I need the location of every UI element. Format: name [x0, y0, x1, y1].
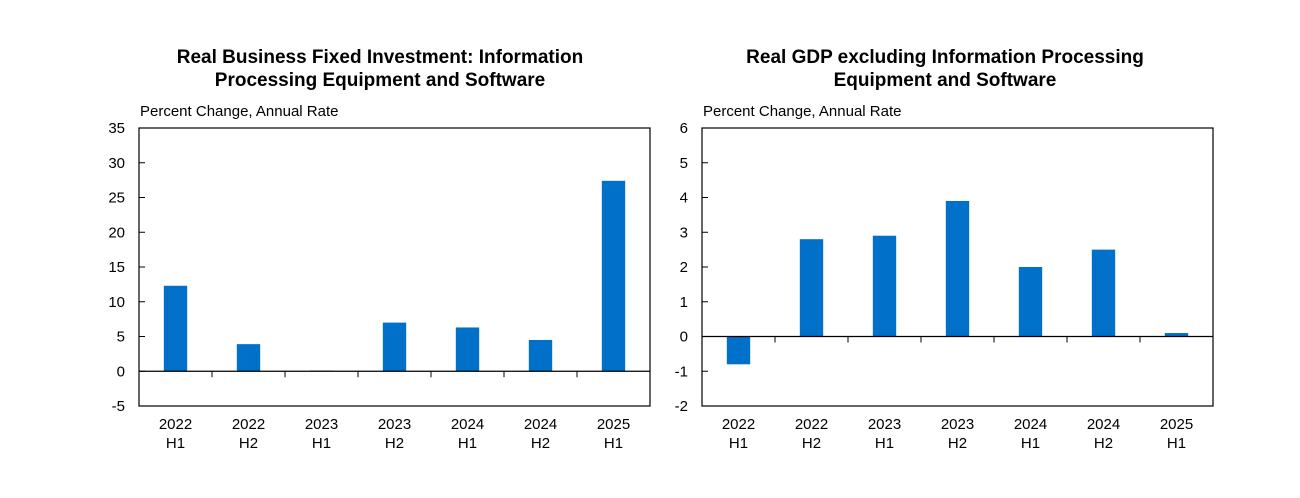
x-tick-label-year: 2024	[524, 416, 557, 433]
x-tick-label-year: 2022	[722, 416, 755, 433]
y-tick-label: 1	[680, 294, 688, 311]
y-tick-label: 20	[108, 224, 125, 241]
y-tick-label: 0	[117, 363, 125, 380]
x-tick-label-half: H2	[531, 435, 550, 452]
bar	[163, 285, 188, 372]
x-tick-label-half: H1	[604, 435, 623, 452]
y-axis-label: Percent Change, Annual Rate	[703, 103, 902, 120]
bar	[601, 180, 626, 372]
chart-title: Real GDP excluding Information Processin…	[500, 46, 1300, 92]
y-tick-label: 3	[680, 224, 688, 241]
x-tick-label-year: 2023	[868, 416, 901, 433]
x-tick-label-half: H1	[1021, 435, 1040, 452]
x-tick-label-half: H2	[1094, 435, 1113, 452]
x-tick-label-year: 2023	[941, 416, 974, 433]
y-tick-label: 35	[108, 120, 125, 137]
x-tick-label-year: 2022	[232, 416, 265, 433]
x-tick-label-year: 2023	[378, 416, 411, 433]
bar	[1091, 249, 1116, 337]
bar	[1164, 333, 1189, 337]
x-tick-label-half: H1	[166, 435, 185, 452]
x-tick-label-half: H2	[802, 435, 821, 452]
x-tick-label-half: H2	[239, 435, 258, 452]
y-tick-label: 30	[108, 155, 125, 172]
chart-title-line-2: Equipment and Software	[833, 70, 1057, 91]
bar	[799, 239, 824, 337]
x-tick-label-year: 2025	[1160, 416, 1193, 433]
x-tick-label-half: H1	[875, 435, 894, 452]
bar	[236, 344, 261, 372]
y-tick-label: 10	[108, 294, 125, 311]
y-tick-label: 0	[680, 329, 688, 346]
chart-title-line-2: Processing Equipment and Software	[214, 70, 546, 91]
x-tick-label-half: H2	[948, 435, 967, 452]
y-tick-label: 25	[108, 190, 125, 207]
x-tick-label-half: H1	[458, 435, 477, 452]
x-tick-label-year: 2024	[1014, 416, 1047, 433]
x-tick-label-year: 2025	[597, 416, 630, 433]
bar	[872, 235, 897, 337]
y-tick-label: -1	[675, 363, 688, 380]
x-tick-label-year: 2024	[451, 416, 484, 433]
x-tick-label-half: H2	[385, 435, 404, 452]
y-tick-label: -2	[675, 398, 688, 415]
y-tick-label: 15	[108, 259, 125, 276]
bar	[382, 322, 407, 372]
chart-title-line-1: Real Business Fixed Investment: Informat…	[176, 47, 584, 68]
bar	[726, 336, 751, 365]
chart-title-line-1: Real GDP excluding Information Processin…	[746, 47, 1144, 68]
y-tick-label: 5	[117, 329, 125, 346]
x-tick-label-year: 2023	[305, 416, 338, 433]
chart-panel-left: Real Business Fixed Investment: Informat…	[108, 47, 651, 452]
x-tick-label-half: H1	[729, 435, 748, 452]
bar	[528, 339, 553, 372]
y-tick-label: 6	[680, 120, 688, 137]
x-tick-label-year: 2024	[1087, 416, 1120, 433]
chart-title: Real Business Fixed Investment: Informat…	[0, 46, 760, 92]
bar	[455, 327, 480, 372]
y-tick-label: 2	[680, 259, 688, 276]
bar-chart-left: 35 30 25 20 15 10 5 0 -5 2022 H1 2022 H2 2023 H1 2023 H2…	[108, 120, 651, 452]
x-tick-label-year: 2022	[159, 416, 192, 433]
y-tick-label: 4	[680, 190, 688, 207]
x-tick-label-half: H1	[312, 435, 331, 452]
bar	[1018, 267, 1043, 337]
y-axis-label: Percent Change, Annual Rate	[140, 103, 339, 120]
y-tick-label: -5	[112, 398, 125, 415]
x-tick-label-half: H1	[1167, 435, 1186, 452]
y-tick-label: 5	[680, 155, 688, 172]
bar	[945, 200, 970, 337]
x-tick-label-year: 2022	[795, 416, 828, 433]
